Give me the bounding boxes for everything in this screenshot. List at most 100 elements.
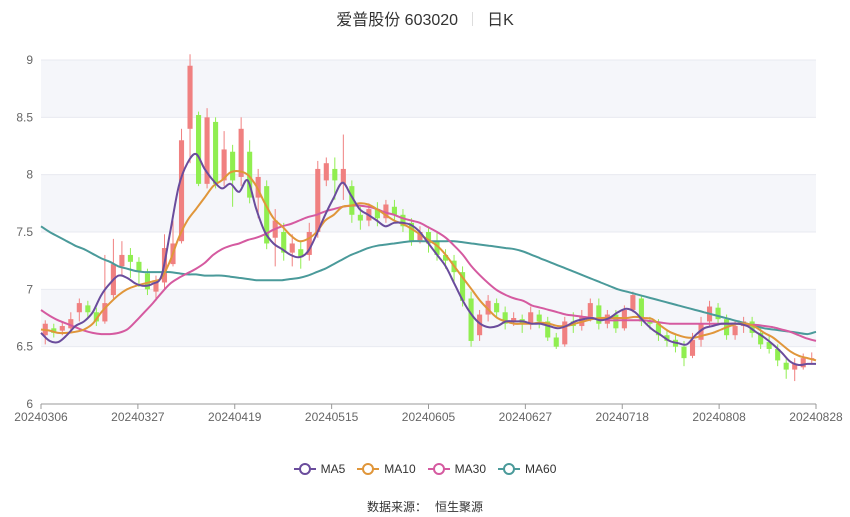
x-tick-label: 20240718 bbox=[596, 410, 650, 424]
candle bbox=[213, 117, 219, 189]
candle bbox=[783, 358, 789, 379]
candle-body bbox=[562, 321, 568, 345]
candle-body bbox=[681, 346, 687, 359]
legend-item-ma60[interactable]: MA60 bbox=[498, 462, 556, 476]
candle-body bbox=[281, 232, 287, 253]
candle-body bbox=[800, 358, 806, 368]
candle-body bbox=[749, 321, 755, 333]
candle-body bbox=[59, 326, 65, 331]
series-line-ma10 bbox=[40, 169, 817, 362]
candle-body bbox=[400, 214, 406, 227]
candle bbox=[255, 168, 261, 219]
x-tick-label: 20240828 bbox=[789, 410, 843, 424]
candle bbox=[494, 298, 500, 318]
candle-body bbox=[298, 249, 304, 258]
candle-body bbox=[621, 309, 627, 329]
x-tick-label: 20240627 bbox=[499, 410, 553, 424]
candle-body bbox=[758, 332, 764, 345]
x-tick-label: 20240605 bbox=[402, 410, 456, 424]
series-line-ma30 bbox=[40, 204, 817, 342]
candle-body bbox=[689, 339, 696, 356]
candle-body bbox=[425, 232, 432, 244]
candle-body bbox=[127, 254, 133, 262]
legend-label: MA60 bbox=[525, 462, 557, 476]
x-tick-label: 20240306 bbox=[14, 410, 68, 424]
candle-body bbox=[485, 300, 491, 315]
y-tick-label: 8 bbox=[26, 168, 33, 182]
candle bbox=[596, 298, 602, 330]
candle-body bbox=[221, 149, 227, 181]
candle-body bbox=[204, 117, 210, 184]
candle-body bbox=[613, 314, 619, 329]
candle-body bbox=[357, 214, 363, 221]
candle-body bbox=[323, 163, 329, 181]
candle-body bbox=[332, 168, 338, 181]
candle bbox=[536, 309, 542, 329]
candle bbox=[340, 134, 346, 200]
candle-body bbox=[528, 312, 534, 324]
candle bbox=[85, 300, 91, 320]
candle-body bbox=[306, 232, 312, 255]
candle-body bbox=[144, 273, 151, 290]
series-line-ma60 bbox=[40, 225, 817, 336]
legend-marker bbox=[357, 463, 380, 475]
candle-body bbox=[775, 348, 781, 361]
candle bbox=[238, 117, 244, 187]
legend-item-ma5[interactable]: MA5 bbox=[293, 462, 345, 476]
candle-body bbox=[664, 335, 670, 341]
candle bbox=[264, 180, 270, 250]
data-source: 数据来源： 恒生聚源 bbox=[0, 498, 850, 515]
grid-band bbox=[41, 60, 816, 118]
candle bbox=[332, 157, 338, 200]
title-separator bbox=[472, 12, 474, 26]
candle bbox=[400, 209, 406, 232]
legend-item-ma10[interactable]: MA10 bbox=[357, 462, 416, 476]
candle bbox=[51, 323, 57, 338]
legend-marker bbox=[498, 463, 521, 475]
candle bbox=[553, 332, 559, 349]
candle bbox=[792, 358, 798, 382]
candle-body bbox=[698, 323, 704, 340]
y-tick-label: 7.5 bbox=[16, 225, 33, 239]
source-provider: 恒生聚源 bbox=[435, 500, 484, 514]
candle bbox=[766, 335, 772, 354]
candle-body bbox=[68, 319, 74, 329]
candle-body bbox=[85, 305, 91, 313]
candle bbox=[187, 54, 193, 164]
candle-body bbox=[553, 337, 559, 347]
source-label: 数据来源： bbox=[366, 500, 427, 514]
candle-body bbox=[468, 298, 474, 341]
candle bbox=[76, 298, 82, 322]
candle-body bbox=[289, 243, 295, 253]
candle-body bbox=[153, 282, 159, 292]
candle bbox=[383, 199, 389, 223]
y-tick-label: 8.5 bbox=[16, 110, 33, 124]
candle bbox=[93, 307, 99, 327]
candle-body bbox=[647, 321, 653, 324]
y-tick-label: 7 bbox=[26, 282, 33, 296]
candle-body bbox=[76, 303, 82, 313]
y-tick-label: 6 bbox=[26, 397, 33, 411]
candle bbox=[110, 238, 116, 299]
candle bbox=[247, 140, 253, 204]
grid-band bbox=[41, 174, 816, 232]
candle-body bbox=[587, 303, 593, 317]
candle-body bbox=[178, 140, 185, 242]
legend-item-ma30[interactable]: MA30 bbox=[427, 462, 486, 476]
candle-body bbox=[247, 151, 253, 198]
x-tick-label: 20240419 bbox=[208, 410, 262, 424]
candle-body bbox=[383, 204, 389, 219]
candle-body bbox=[196, 115, 202, 184]
candle bbox=[758, 328, 764, 349]
candle bbox=[562, 316, 568, 347]
candle bbox=[374, 202, 380, 227]
y-tick-label: 9 bbox=[26, 53, 33, 67]
candle-body bbox=[238, 128, 244, 177]
candle-body bbox=[536, 314, 542, 322]
candle bbox=[528, 306, 534, 330]
candle-body bbox=[255, 176, 261, 198]
candle-body bbox=[374, 209, 380, 219]
candle-body bbox=[213, 121, 219, 184]
candle-body bbox=[119, 254, 125, 267]
